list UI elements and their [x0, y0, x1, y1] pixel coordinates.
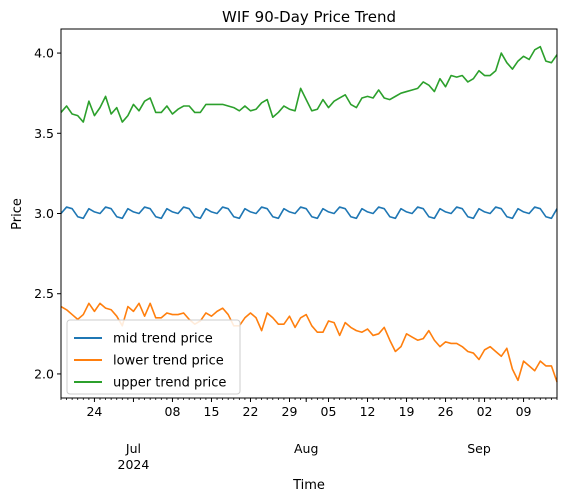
x-tick-label-8: 12 — [360, 404, 376, 419]
series-line-0 — [60, 206, 558, 220]
x-tick-label-7: 05 — [321, 404, 337, 419]
x-tick-month-11: Sep — [467, 441, 491, 456]
x-tick-label-5: 29 — [282, 404, 298, 419]
x-tick-month-1: Jul — [125, 441, 141, 456]
chart-title: WIF 90-Day Price Trend — [222, 8, 396, 26]
x-axis-label: Time — [292, 478, 325, 493]
x-tick-month-6: Aug — [294, 441, 318, 456]
x-tick-label-4: 22 — [243, 404, 259, 419]
series-line-2 — [60, 45, 558, 123]
legend-label-2: upper trend price — [113, 376, 226, 391]
legend-frame — [66, 319, 241, 395]
legend-label-1: lower trend price — [113, 354, 224, 369]
y-axis: 2.0 2.5 3.0 3.5 4.0 — [34, 46, 61, 381]
y-tick-label-3: 3.5 — [34, 126, 54, 141]
plot-lines — [60, 45, 558, 383]
x-tick-label-2: 08 — [165, 404, 181, 419]
y-tick-label-4: 4.0 — [34, 46, 54, 61]
y-axis-label: Price — [10, 198, 25, 230]
legend: mid trend price lower trend price upper tr… — [66, 319, 241, 395]
x-tick-year-1: 2024 — [118, 457, 150, 472]
x-tick-label-0: 24 — [86, 404, 102, 419]
y-tick-label-2: 3.0 — [34, 206, 54, 221]
x-tick-label-10: 26 — [438, 404, 454, 419]
x-tick-label-9: 19 — [399, 404, 415, 419]
legend-label-0: mid trend price — [113, 332, 213, 347]
y-tick-label-0: 2.0 — [34, 366, 54, 381]
x-tick-label-13: 09 — [516, 404, 532, 419]
x-tick-label-12: 02 — [477, 404, 493, 419]
y-tick-label-1: 2.5 — [34, 286, 54, 301]
series-line-1 — [60, 302, 558, 383]
x-tick-label-3: 15 — [204, 404, 220, 419]
